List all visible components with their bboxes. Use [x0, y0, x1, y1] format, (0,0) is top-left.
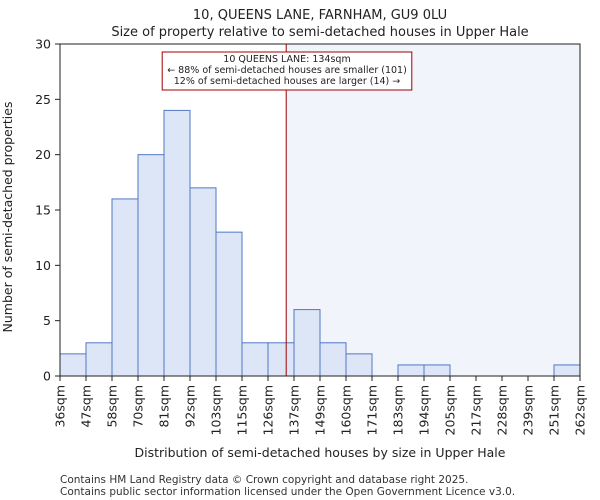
bars-group	[59, 109, 581, 377]
annotation-line-2: ← 88% of semi-detached houses are smalle…	[167, 65, 407, 76]
bar-81sqm	[163, 109, 191, 377]
y-tick-label-5: 5	[43, 313, 51, 328]
x-tick-label-81sqm: 81sqm	[157, 385, 172, 428]
bar-183sqm	[397, 364, 425, 377]
bar-194sqm	[423, 364, 451, 377]
y-tick-label-0: 0	[43, 369, 51, 384]
bar-103sqm	[215, 231, 243, 377]
x-axis-label: Distribution of semi-detached houses by …	[135, 445, 506, 460]
x-tick-label-137sqm: 137sqm	[287, 385, 302, 435]
bar-70sqm	[137, 154, 165, 377]
x-tick-label-115sqm: 115sqm	[235, 385, 250, 435]
x-tick-label-262sqm: 262sqm	[573, 385, 588, 435]
x-tick-label-47sqm: 47sqm	[79, 385, 94, 428]
x-tick-label-171sqm: 171sqm	[365, 385, 380, 435]
x-tick-label-251sqm: 251sqm	[547, 385, 562, 435]
bar-160sqm	[345, 353, 373, 377]
larger-properties-highlight	[286, 44, 580, 376]
x-axis-ticks: 36sqm 47sqm 58sqm 70sqm 81sqm 92sqm 103sqm 115s…	[53, 376, 588, 435]
bar-115sqm	[241, 342, 269, 377]
annotation-box	[161, 51, 413, 91]
bar-47sqm	[85, 342, 113, 377]
x-tick-label-70sqm: 70sqm	[131, 385, 146, 428]
x-tick-label-217sqm: 217sqm	[469, 385, 484, 435]
bar-137sqm	[293, 309, 321, 377]
y-axis-label: Number of semi-detached properties	[0, 102, 15, 333]
x-tick-label-194sqm: 194sqm	[417, 385, 432, 435]
bar-149sqm	[319, 342, 347, 377]
x-tick-label-183sqm: 183sqm	[391, 385, 406, 435]
x-tick-label-160sqm: 160sqm	[339, 385, 354, 435]
y-tick-label-15: 15	[35, 203, 51, 218]
y-tick-label-10: 10	[35, 258, 51, 273]
x-tick-label-149sqm: 149sqm	[313, 385, 328, 435]
bar-36sqm	[59, 353, 87, 377]
footer-line-2: Contains public sector information licen…	[60, 486, 515, 498]
chart-title: 10, QUEENS LANE, FARNHAM, GU9 0LU	[193, 8, 447, 23]
annotation-line-3: 12% of semi-detached houses are larger (…	[174, 76, 401, 87]
x-tick-label-228sqm: 228sqm	[495, 385, 510, 435]
y-axis-ticks: 0 5 10 15 20 25 30	[35, 37, 60, 384]
bar-251sqm	[553, 364, 581, 377]
y-tick-label-30: 30	[35, 37, 51, 52]
x-tick-label-92sqm: 92sqm	[183, 385, 198, 428]
x-tick-label-239sqm: 239sqm	[521, 385, 536, 435]
footer-line-1: Contains HM Land Registry data © Crown c…	[60, 474, 468, 486]
y-tick-label-20: 20	[35, 147, 51, 162]
bar-58sqm	[111, 198, 139, 377]
x-tick-label-103sqm: 103sqm	[209, 385, 224, 435]
chart-subtitle: Size of property relative to semi-detach…	[111, 25, 528, 40]
y-tick-label-25: 25	[35, 92, 51, 107]
bar-92sqm	[189, 187, 217, 377]
x-tick-label-36sqm: 36sqm	[53, 385, 68, 428]
x-tick-label-205sqm: 205sqm	[443, 385, 458, 435]
x-tick-label-58sqm: 58sqm	[105, 385, 120, 428]
bar-126sqm	[267, 342, 295, 377]
x-tick-label-126sqm: 126sqm	[261, 385, 276, 435]
annotation-line-1: 10 QUEENS LANE: 134sqm	[223, 54, 350, 65]
